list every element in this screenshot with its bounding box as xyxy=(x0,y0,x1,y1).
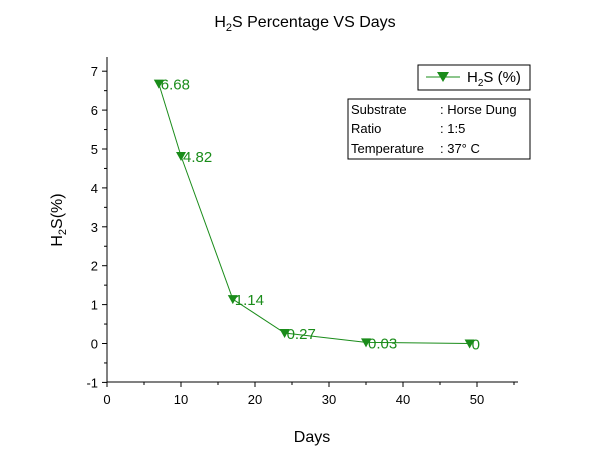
y-tick-label: 1 xyxy=(91,298,98,313)
info-box-frame xyxy=(347,98,531,160)
y-tick-label: 5 xyxy=(91,142,98,157)
data-label: 6.68 xyxy=(161,77,190,94)
info-key-temperature: Temperature xyxy=(351,141,424,156)
data-label: 1.14 xyxy=(235,292,264,309)
y-axis-title-rest: S(%) xyxy=(49,193,66,229)
y-tick-label: -1 xyxy=(86,375,98,390)
x-tick-label: 10 xyxy=(174,392,188,407)
chart-title-subscript: 2 xyxy=(226,22,232,34)
y-tick-label: 2 xyxy=(91,259,98,274)
x-tick-label: 50 xyxy=(470,392,484,407)
y-tick-label: 4 xyxy=(91,181,98,196)
info-box: Substrate : Horse Dung Ratio : 1:5 Tempe… xyxy=(347,98,531,160)
data-label: 0.27 xyxy=(287,326,316,343)
legend: H2S (%) xyxy=(417,64,531,91)
info-key-ratio: Ratio xyxy=(351,121,381,136)
x-tick-label: 0 xyxy=(103,392,110,407)
data-label: 0.03 xyxy=(368,335,397,352)
legend-label-subscript: 2 xyxy=(478,78,484,89)
data-label: 0 xyxy=(472,337,480,354)
y-tick-label: 0 xyxy=(91,337,98,352)
y-tick-label: 7 xyxy=(91,64,98,79)
data-point-marker xyxy=(153,79,164,89)
y-tick-label: 3 xyxy=(91,220,98,235)
x-tick-label: 30 xyxy=(322,392,336,407)
y-tick-label: 6 xyxy=(91,103,98,118)
x-tick-label: 20 xyxy=(248,392,262,407)
legend-marker-icon xyxy=(437,72,449,82)
info-value-ratio: : 1:5 xyxy=(440,121,465,136)
y-axis-title-main: H xyxy=(49,235,66,247)
series-line xyxy=(158,83,470,344)
info-value-substrate: : Horse Dung xyxy=(440,102,517,117)
legend-label-main: H xyxy=(467,69,478,86)
data-point-marker xyxy=(279,328,290,338)
y-ticks: -1 0 1 2 3 4 5 6 7 xyxy=(86,64,107,390)
data-point-marker xyxy=(464,339,475,349)
chart-title: H2S Percentage VS Days xyxy=(214,14,395,34)
legend-label-rest: S (%) xyxy=(483,69,521,86)
data-point-marker xyxy=(227,295,238,305)
x-tick-label: 40 xyxy=(396,392,410,407)
legend-label: H2S (%) xyxy=(467,69,521,89)
x-ticks: 0 10 20 30 40 50 xyxy=(103,382,515,407)
chart-title-main: H xyxy=(214,14,226,31)
data-point-marker xyxy=(176,152,186,162)
series-layer: 6.68 4.82 1.14 0.27 0.03 0 xyxy=(153,77,480,354)
data-point-marker xyxy=(361,338,371,348)
chart-title-rest: S Percentage VS Days xyxy=(232,14,396,31)
y-axis-title-subscript: 2 xyxy=(57,229,69,235)
info-value-temperature: : 37° C xyxy=(440,141,480,156)
y-axis-title: H2S(%) xyxy=(49,193,69,246)
x-axis-title: Days xyxy=(294,429,330,446)
info-key-substrate: Substrate xyxy=(351,102,407,117)
data-label: 4.82 xyxy=(183,149,212,166)
